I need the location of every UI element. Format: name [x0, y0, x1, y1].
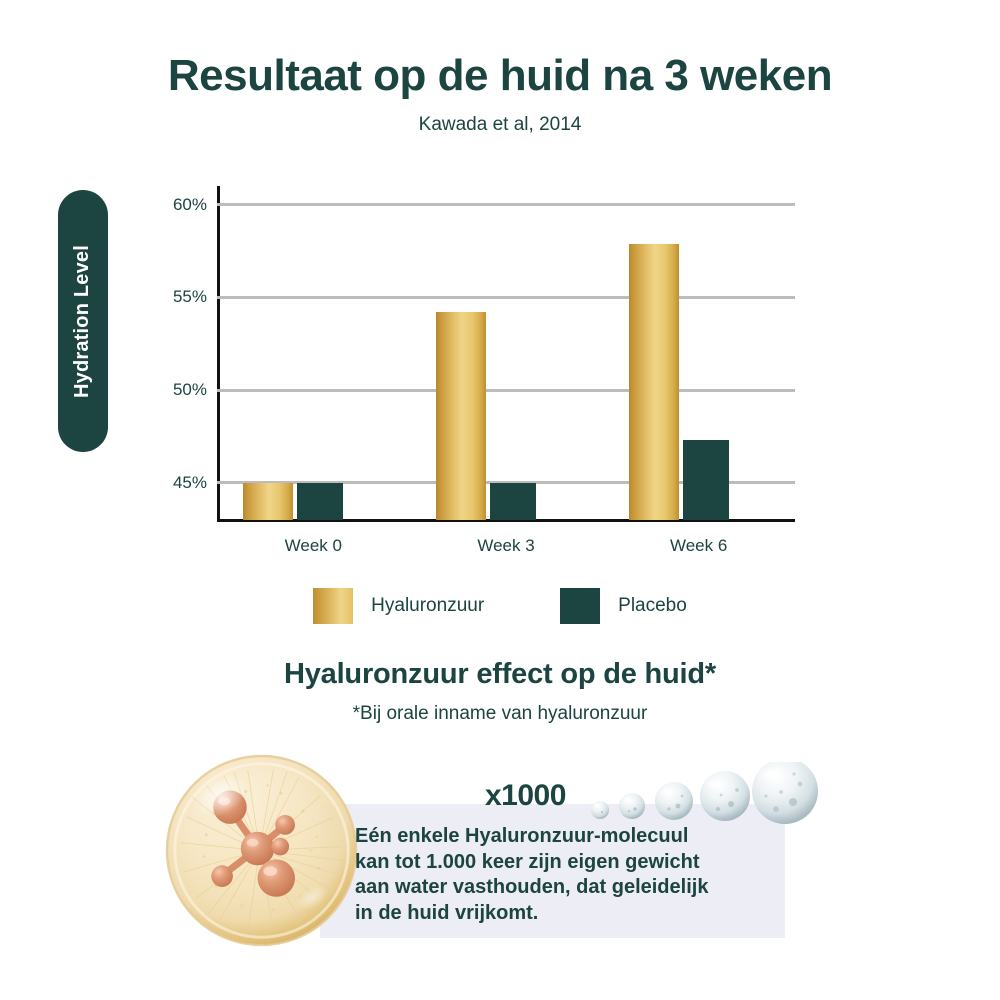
- page-title: Resultaat op de huid na 3 weken: [167, 51, 833, 100]
- x-axis-tick: Week 6: [669, 536, 728, 555]
- gridline: [217, 388, 795, 392]
- x-axis-tick: Week 0: [284, 536, 342, 555]
- y-axis-tick: 50%: [172, 380, 207, 400]
- water-bubbles-illustration: [591, 762, 818, 824]
- bar-hyaluronzuur-week-0: [243, 482, 294, 520]
- section-effect-note: *Bij orale inname van hyaluronzuur: [352, 703, 648, 724]
- info-box-background: [320, 804, 785, 938]
- bar-placebo-week-0: [297, 482, 344, 520]
- y-axis-tick: 45%: [172, 472, 207, 492]
- bubble-2: [619, 793, 645, 819]
- bubble-3: [655, 782, 693, 820]
- y-axis-line: [217, 186, 220, 522]
- bar-hyaluronzuur-week-6: [628, 243, 679, 520]
- hyaluronic-acid-molecule-illustration: [165, 754, 358, 947]
- section-effect-title: Hyaluronzuur effect op de huid*: [283, 658, 717, 690]
- y-axis-tick: 55%: [172, 287, 207, 307]
- bar-placebo-week-6: [682, 440, 729, 520]
- bubble-1: [591, 801, 609, 819]
- y-axis-tick: 60%: [172, 194, 207, 214]
- gridline: [217, 203, 795, 207]
- x-axis-line: [217, 519, 795, 522]
- legend-item-green[interactable]: Placebo: [560, 588, 687, 624]
- gridline: [217, 295, 795, 299]
- chart-legend: Hyaluronzuur Placebo: [0, 588, 1000, 624]
- y-axis-tick-labels: 45% 50% 55% 60%: [145, 186, 207, 522]
- legend-swatch-gold: [313, 588, 354, 624]
- y-axis-label-pill: Hydration Level: [58, 190, 108, 452]
- y-axis-label-text: Hydration Level: [71, 244, 94, 398]
- section-effect: Hyaluronzuur effect op de huid* *Bij ora…: [0, 658, 1000, 725]
- source-citation: Kawada et al, 2014: [418, 114, 582, 136]
- info-box-text: Eén enkele Hyaluronzuur-molecuul kan tot…: [355, 825, 709, 924]
- bubble-4: [700, 771, 750, 821]
- header: Resultaat op de huid na 3 weken Kawada e…: [0, 51, 1000, 136]
- bar-hyaluronzuur-week-3: [436, 312, 486, 520]
- legend-label: Placebo: [618, 595, 687, 616]
- legend-swatch-green: [560, 588, 601, 624]
- legend-item-gold[interactable]: Hyaluronzuur: [313, 588, 484, 624]
- legend-label: Hyaluronzuur: [371, 595, 485, 616]
- bar-placebo-week-3: [490, 482, 536, 520]
- bubble-5: [752, 762, 818, 824]
- multiplier-label: x1000: [485, 779, 566, 812]
- x-axis-tick: Week 3: [477, 536, 535, 555]
- bar-chart-plot-area: [217, 186, 795, 520]
